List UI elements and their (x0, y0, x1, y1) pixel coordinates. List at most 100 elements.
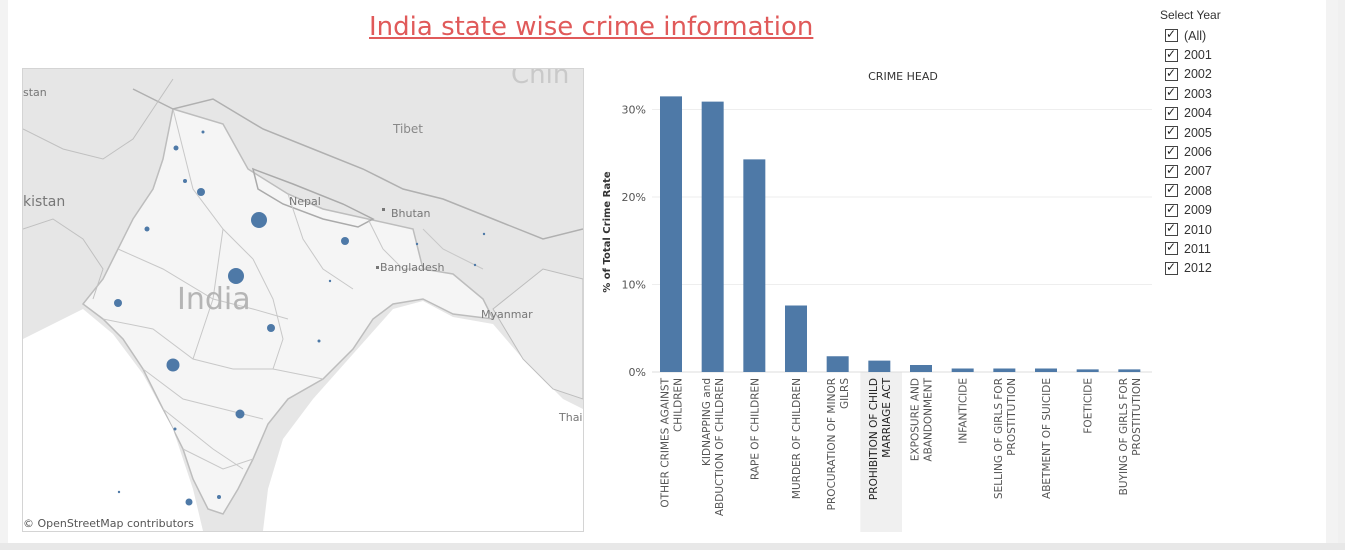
x-tick-label[interactable]: INFANTICIDE (958, 378, 970, 444)
bar[interactable] (826, 356, 849, 372)
y-tick-label: 10% (622, 279, 646, 292)
india-landmass (81, 108, 495, 515)
checkbox-checked-icon[interactable] (1165, 105, 1178, 120)
crime-bubble[interactable] (117, 490, 121, 494)
crime-bubble[interactable] (217, 495, 221, 499)
map-attribution[interactable]: © OpenStreetMap contributors (23, 517, 194, 530)
crime-bubble[interactable] (482, 232, 486, 236)
year-filter-option[interactable]: 2009 (1160, 201, 1320, 220)
year-filter-option[interactable]: 2005 (1160, 123, 1320, 142)
x-tick-label[interactable]: SELLING OF GIRLS FOR PROSTITUTION (993, 378, 1018, 499)
year-filter-option-label: (All) (1184, 28, 1207, 43)
bar[interactable] (868, 360, 891, 372)
year-filter-option[interactable]: 2010 (1160, 220, 1320, 239)
crime-bubble[interactable] (341, 237, 349, 245)
crime-bubble[interactable] (173, 145, 179, 151)
x-tick-label[interactable]: KIDNAPPING and ABDUCTION OF CHILDREN (701, 378, 726, 516)
crime-bubble[interactable] (185, 498, 193, 506)
india-crime-map[interactable]: Chin stan Tibet kistan Nepal Bhutan Bang… (22, 68, 584, 532)
bar[interactable] (951, 368, 974, 373)
checkbox-checked-icon[interactable] (1165, 202, 1178, 217)
checkbox-checked-icon[interactable] (1165, 240, 1178, 256)
bar[interactable] (701, 101, 724, 372)
checkbox-checked-icon[interactable] (1165, 260, 1178, 275)
checkbox-checked-icon[interactable] (1165, 47, 1178, 62)
x-tick-label-line: CHILDREN (673, 378, 685, 432)
year-filter-option-label: 2001 (1184, 48, 1212, 63)
x-tick-label[interactable]: PROHIBITION OF CHILD MARRIAGE ACT (868, 377, 893, 500)
bar[interactable] (993, 368, 1016, 373)
x-tick-label[interactable]: MURDER OF CHILDREN (791, 378, 803, 499)
crime-bubble[interactable] (228, 268, 244, 284)
x-tick-label[interactable]: PROCURATION OF MINOR GILRS (826, 378, 851, 511)
checkbox-checked-icon[interactable] (1165, 124, 1178, 140)
crime-bubbles (114, 130, 486, 506)
year-filter-option[interactable]: 2001 (1160, 45, 1320, 64)
x-tick-label[interactable]: ABETMENT OF SUICIDE (1041, 378, 1053, 499)
year-filter-option[interactable]: 2002 (1160, 65, 1320, 84)
x-tick-label-line: GILRS (839, 378, 851, 409)
year-filter-option[interactable]: 2008 (1160, 181, 1320, 200)
year-filter-option[interactable]: 2007 (1160, 162, 1320, 181)
year-filter-option[interactable]: 2004 (1160, 104, 1320, 123)
arabian-sea (23, 309, 203, 531)
crime-bubble[interactable] (251, 212, 267, 228)
year-filter-option-label: 2008 (1184, 183, 1212, 198)
x-tick-label-line: SELLING OF GIRLS FOR (993, 378, 1005, 499)
map-canvas[interactable]: Chin stan Tibet kistan Nepal Bhutan Bang… (23, 69, 583, 531)
year-filter-option-label: 2006 (1184, 145, 1212, 160)
checkbox-checked-icon[interactable] (1165, 27, 1178, 43)
crime-bubble[interactable] (197, 188, 205, 196)
x-tick-label-line: MARRIAGE ACT (881, 377, 893, 457)
x-tick-label[interactable]: OTHER CRIMES AGAINST CHILDREN (660, 377, 685, 507)
x-tick-label[interactable]: RAPE OF CHILDREN (749, 378, 761, 480)
crime-bubble[interactable] (235, 409, 245, 419)
crime-bubble[interactable] (328, 279, 332, 283)
x-tick-label-line: EXPOSURE AND (910, 378, 922, 461)
checkbox-checked-icon[interactable] (1165, 144, 1178, 159)
x-tick-label-line: MURDER OF CHILDREN (791, 378, 803, 499)
x-tick-label[interactable]: EXPOSURE AND ABANDONMENT (910, 377, 935, 461)
crime-head-bar-chart[interactable]: CRIME HEAD % of Total Crime Rate 0% 10% 20… (596, 62, 1156, 540)
bar[interactable] (660, 96, 682, 372)
crime-bubble[interactable] (144, 226, 150, 232)
bar[interactable] (743, 159, 766, 372)
crime-bubble[interactable] (201, 130, 205, 134)
x-tick-label[interactable]: BUYING OF GIRLS FOR PROSTITUTION (1118, 378, 1143, 495)
x-tick-label-line: PROHIBITION OF CHILD (868, 378, 880, 500)
y-axis-label: % of Total Crime Rate (602, 171, 613, 293)
bottom-toolbar-strip (0, 543, 1345, 550)
crime-bubble[interactable] (473, 263, 477, 267)
crime-bubble[interactable] (173, 427, 177, 431)
bar[interactable] (785, 305, 807, 373)
crime-bubble[interactable] (267, 324, 275, 332)
map-label-bhutan: Bhutan (391, 207, 431, 220)
bar-chart-svg[interactable]: CRIME HEAD % of Total Crime Rate 0% 10% 20… (596, 62, 1156, 540)
year-filter-option[interactable]: 2012 (1160, 259, 1320, 278)
x-tick-label-line: KIDNAPPING and (701, 378, 713, 466)
vertical-scrollbar[interactable] (1338, 0, 1345, 550)
x-tick-label-line: FOETICIDE (1083, 378, 1095, 434)
x-tick-label-line: PROSTITUTION (1006, 378, 1018, 456)
bar[interactable] (910, 365, 932, 372)
checkbox-checked-icon[interactable] (1165, 182, 1178, 198)
bar[interactable] (1118, 369, 1141, 372)
year-filter-option[interactable]: (All) (1160, 26, 1320, 45)
x-tick-label[interactable]: FOETICIDE (1083, 378, 1095, 434)
checkbox-checked-icon[interactable] (1165, 221, 1178, 237)
year-filter-option[interactable]: 2006 (1160, 142, 1320, 161)
crime-bubble[interactable] (183, 179, 187, 183)
crime-bubble[interactable] (166, 358, 180, 372)
bar[interactable] (1076, 369, 1099, 372)
checkbox-checked-icon[interactable] (1165, 163, 1178, 178)
year-filter-option-label: 2010 (1184, 222, 1212, 237)
year-filter-option[interactable]: 2003 (1160, 84, 1320, 103)
crime-bubble[interactable] (114, 299, 122, 307)
crime-bubble[interactable] (415, 242, 419, 246)
checkbox-checked-icon[interactable] (1165, 85, 1178, 101)
checkbox-checked-icon[interactable] (1165, 66, 1178, 81)
crime-bubble[interactable] (317, 339, 321, 343)
bar[interactable] (1035, 368, 1057, 373)
year-filter-option[interactable]: 2011 (1160, 239, 1320, 258)
year-filter: Select Year (All) 2001 2002 2003 2004 2005 200… (1160, 8, 1320, 278)
